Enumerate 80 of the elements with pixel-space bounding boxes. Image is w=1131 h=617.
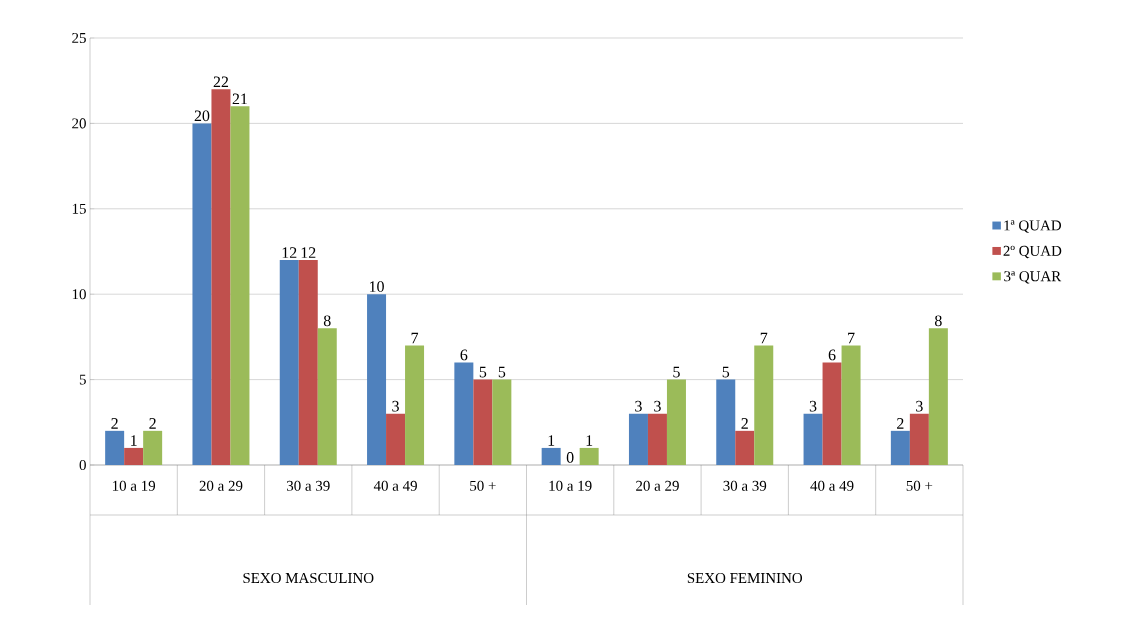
x-tick-label: 30 a 39 [286, 480, 330, 491]
bar [317, 328, 337, 465]
data-label: 7 [411, 332, 419, 344]
bar [454, 362, 474, 465]
bar [298, 260, 318, 465]
data-label: 5 [479, 366, 487, 378]
bar [909, 413, 929, 465]
bar [822, 362, 842, 465]
bar [192, 123, 212, 465]
y-tick-label: 5 [79, 374, 86, 385]
data-label: 5 [498, 366, 506, 378]
bar [841, 345, 861, 465]
data-label: 6 [828, 349, 836, 361]
bar [492, 379, 512, 465]
data-label: 1 [586, 435, 593, 446]
data-label: 0 [566, 452, 574, 463]
bar [735, 430, 755, 465]
bar [628, 413, 648, 465]
data-label: 1 [131, 435, 137, 446]
bar [803, 413, 823, 465]
bar [105, 430, 125, 465]
legend-label: 2º QUAD [1003, 245, 1062, 259]
y-tick-label: 10 [72, 289, 86, 300]
data-label: 12 [301, 247, 316, 258]
x-tick-label: 50 + [906, 480, 933, 491]
bar [473, 379, 493, 465]
data-label: 21 [232, 93, 247, 105]
legend-label: 3ª QUAR [1004, 271, 1062, 284]
bar [143, 430, 163, 465]
data-label: 22 [213, 76, 229, 88]
bar [230, 106, 250, 465]
bar [124, 447, 144, 465]
x-tick-label: 30 a 39 [723, 480, 767, 491]
legend-label: 1ª QUAD [1004, 220, 1062, 233]
data-label: 1 [548, 435, 555, 446]
data-label: 20 [194, 110, 210, 122]
data-label: 2 [897, 418, 904, 429]
x-tick-label: 20 a 29 [636, 480, 679, 491]
data-label: 2 [741, 418, 748, 429]
y-tick-label: 25 [72, 32, 86, 44]
data-label: 7 [848, 332, 855, 344]
data-label: 2 [149, 418, 156, 429]
bar [211, 89, 231, 465]
bar [579, 447, 599, 465]
data-label: 3 [809, 400, 817, 412]
data-label: 7 [760, 332, 768, 344]
bar [541, 447, 561, 465]
bar [666, 379, 686, 465]
data-label: 8 [934, 315, 942, 327]
data-label: 8 [323, 315, 331, 327]
data-label: 3 [916, 400, 923, 412]
data-label: 2 [111, 418, 118, 429]
y-tick-label: 15 [72, 203, 86, 214]
bar [386, 413, 406, 465]
bar [367, 294, 387, 465]
x-tick-label: 50 + [470, 480, 496, 491]
x-tick-label: 20 a 29 [199, 480, 243, 491]
data-label: 5 [673, 366, 680, 378]
data-label: 12 [282, 247, 297, 258]
y-tick-label: 20 [72, 118, 86, 129]
bar [890, 430, 910, 465]
bar [279, 260, 299, 465]
text: SEXO MASCULINO [243, 572, 374, 584]
data-label: 6 [460, 349, 468, 361]
bar [647, 413, 667, 465]
bar [928, 328, 948, 465]
data-label: 3 [654, 400, 661, 412]
x-tick-label: 10 a 19 [112, 480, 156, 491]
data-label: 3 [392, 400, 399, 412]
y-tick-label: 0 [79, 459, 86, 471]
data-label: 5 [722, 366, 730, 378]
data-label: 3 [635, 400, 642, 412]
x-tick-label: 10 a 19 [549, 480, 592, 491]
x-tick-label: 40 a 49 [810, 480, 854, 491]
bar [405, 345, 425, 465]
bar [754, 345, 774, 465]
bar [716, 379, 736, 465]
x-tick-label: 40 a 49 [373, 480, 417, 491]
text: SEXO FEMININO [687, 572, 803, 584]
data-label: 10 [369, 281, 384, 292]
